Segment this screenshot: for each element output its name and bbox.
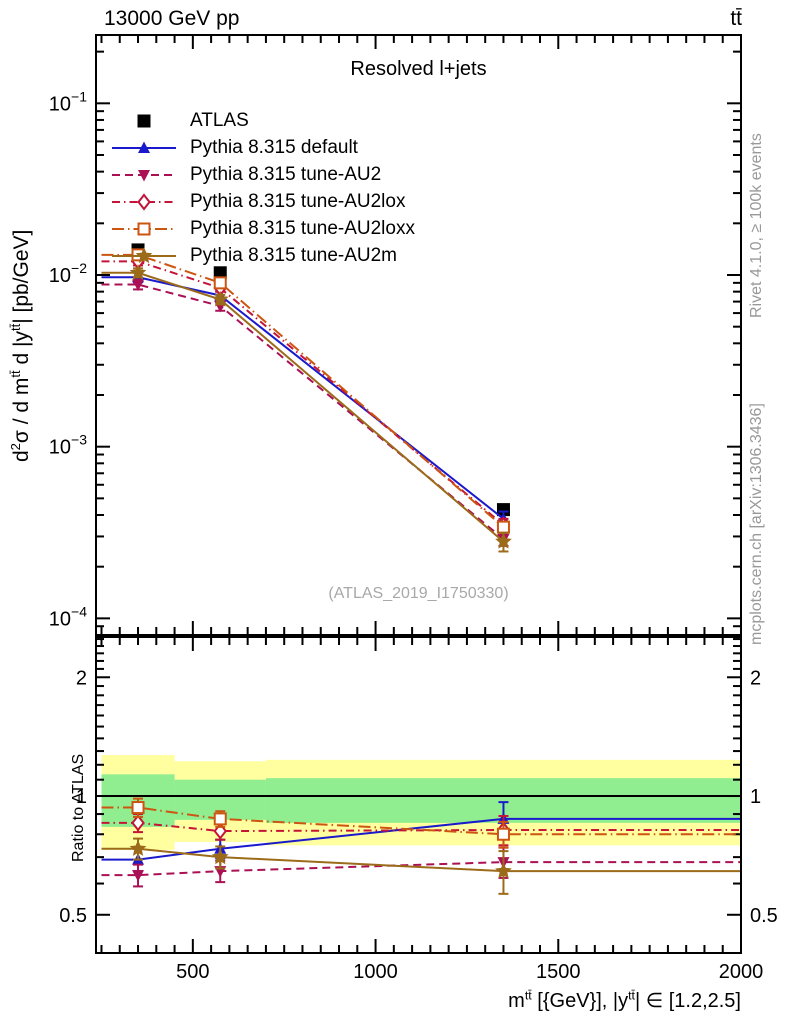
- series-au2m-main: [101, 264, 512, 553]
- main-y-tick-label: 10−3: [49, 432, 87, 459]
- legend-label: Pythia 8.315 default: [190, 136, 358, 158]
- ratio-y-tick-label-right: 0.5: [750, 905, 778, 927]
- main-y-tick-label: 10−1: [49, 88, 87, 115]
- legend-sample-atlas: [137, 114, 151, 127]
- series-au2lox-main: [101, 252, 511, 534]
- ratio-y-tick-label-right: 2: [750, 667, 761, 689]
- legend-sample-au2loxx: [112, 222, 176, 235]
- legend-sample-au2m: [112, 246, 176, 263]
- legend-label: Pythia 8.315 tune-AU2m: [190, 244, 398, 266]
- legend-item-au2lox: Pythia 8.315 tune-AU2lox: [110, 188, 415, 215]
- ratio-y-tick-label-left: 2: [76, 667, 87, 689]
- analysis-watermark: (ATLAS_2019_I1750330): [328, 585, 509, 602]
- legend-item-default: Pythia 8.315 default: [110, 134, 415, 161]
- legend-label: Pythia 8.315 tune-AU2loxx: [190, 217, 415, 239]
- legend-sample-au2lox: [112, 192, 176, 211]
- x-tick-label: 2000: [719, 961, 764, 983]
- main-y-tick-labels: 10−1 10−2 10−3 10−4: [49, 88, 87, 630]
- series-au2loxx-ratio: [101, 797, 741, 849]
- ratio-y-tick-labels: 0.5 0.5 1 1 2 2: [59, 667, 778, 926]
- process-title: tt̄: [730, 7, 742, 30]
- legend-sample-au2: [112, 169, 176, 181]
- legend-item-au2loxx: Pythia 8.315 tune-AU2loxx: [110, 215, 415, 242]
- series-default-main: [101, 270, 510, 528]
- ratio-y-tick-label-left: 1: [76, 786, 87, 808]
- plot-title: Resolved l+jets: [350, 58, 487, 80]
- ratio-y-tick-label-right: 1: [750, 786, 761, 808]
- x-tick-labels: 500 1000 1500 2000: [176, 961, 763, 983]
- x-axis-label: mtt̄ [{GeV}], |ytt̄| ∈ [1.2,2.5]: [508, 988, 741, 1012]
- legend: ATLAS Pythia 8.315 default Pythia 8.315 tu…: [110, 107, 415, 269]
- series-au2m-ratio: [101, 837, 741, 895]
- x-tick-label: 1500: [536, 961, 581, 983]
- legend-item-au2m: Pythia 8.315 tune-AU2m: [110, 242, 415, 269]
- legend-sample-default: [112, 141, 176, 153]
- ratio-panel-frame: [95, 636, 742, 954]
- series-au2loxx-main: [101, 248, 510, 534]
- legend-item-au2: Pythia 8.315 tune-AU2: [110, 161, 415, 188]
- ratio-y-axis-label: Ratio to ATLAS: [70, 753, 87, 862]
- main-y-axis-label: d2σ / d mtt̄ d |ytt̄| [pb/GeV]: [8, 229, 33, 462]
- main-y-tick-label: 10−2: [49, 260, 87, 287]
- beam-energy-title: 13000 GeV pp: [104, 7, 240, 30]
- x-tick-label: 500: [176, 961, 209, 983]
- ratio-y-tick-label-left: 0.5: [59, 905, 87, 927]
- mcplots-note: mcplots.cern.ch [arXiv:1306.3436]: [748, 403, 765, 645]
- legend-label: ATLAS: [190, 109, 249, 131]
- x-tick-label: 1000: [353, 961, 398, 983]
- series-au2-main: [101, 278, 510, 547]
- main-panel-frame: [95, 34, 742, 636]
- legend-item-atlas: ATLAS: [110, 107, 415, 134]
- rivet-version-note: Rivet 4.1.0, ≥ 100k events: [748, 133, 765, 318]
- main-y-tick-label: 10−4: [49, 603, 87, 630]
- uncertainty-bands: [101, 755, 741, 850]
- legend-label: Pythia 8.315 tune-AU2lox: [190, 190, 406, 212]
- legend-label: Pythia 8.315 tune-AU2: [190, 163, 382, 185]
- series-atlas-main: [131, 243, 510, 517]
